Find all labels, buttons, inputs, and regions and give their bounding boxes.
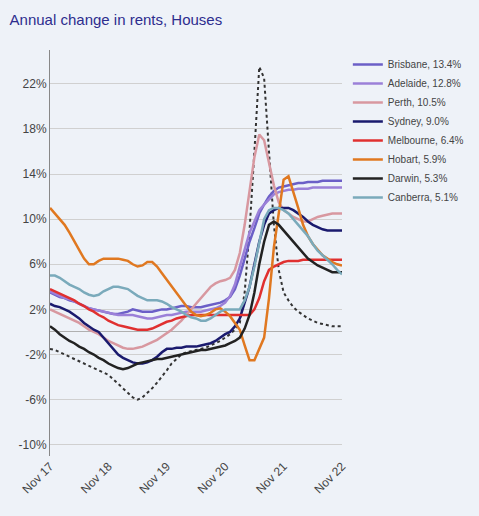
svg-text:Nov 19: Nov 19 — [136, 459, 173, 496]
svg-text:18%: 18% — [23, 122, 47, 136]
svg-text:Adelaide, 12.8%: Adelaide, 12.8% — [388, 78, 461, 89]
svg-text:6%: 6% — [29, 257, 47, 271]
svg-text:22%: 22% — [23, 77, 47, 91]
svg-text:Brisbane, 13.4%: Brisbane, 13.4% — [388, 59, 461, 70]
svg-text:-6%: -6% — [25, 393, 47, 407]
svg-text:Nov 21: Nov 21 — [253, 459, 290, 496]
svg-text:Sydney, 9.0%: Sydney, 9.0% — [388, 116, 449, 127]
svg-text:Canberra, 5.1%: Canberra, 5.1% — [388, 192, 458, 203]
svg-text:-10%: -10% — [19, 438, 47, 452]
svg-text:Hobart, 5.9%: Hobart, 5.9% — [388, 154, 446, 165]
svg-text:Nov 17: Nov 17 — [20, 459, 57, 496]
svg-text:Nov 20: Nov 20 — [195, 459, 232, 496]
svg-text:Nov 18: Nov 18 — [78, 459, 115, 496]
svg-text:10%: 10% — [23, 212, 47, 226]
svg-text:Perth, 10.5%: Perth, 10.5% — [388, 97, 446, 108]
svg-text:Annual change in rents, Houses: Annual change in rents, Houses — [10, 11, 223, 28]
svg-text:Melbourne, 6.4%: Melbourne, 6.4% — [388, 135, 464, 146]
svg-text:14%: 14% — [23, 167, 47, 181]
svg-text:Darwin, 5.3%: Darwin, 5.3% — [388, 173, 448, 184]
svg-text:Nov 22: Nov 22 — [312, 459, 349, 496]
svg-text:-2%: -2% — [25, 348, 47, 362]
svg-text:2%: 2% — [29, 303, 47, 317]
